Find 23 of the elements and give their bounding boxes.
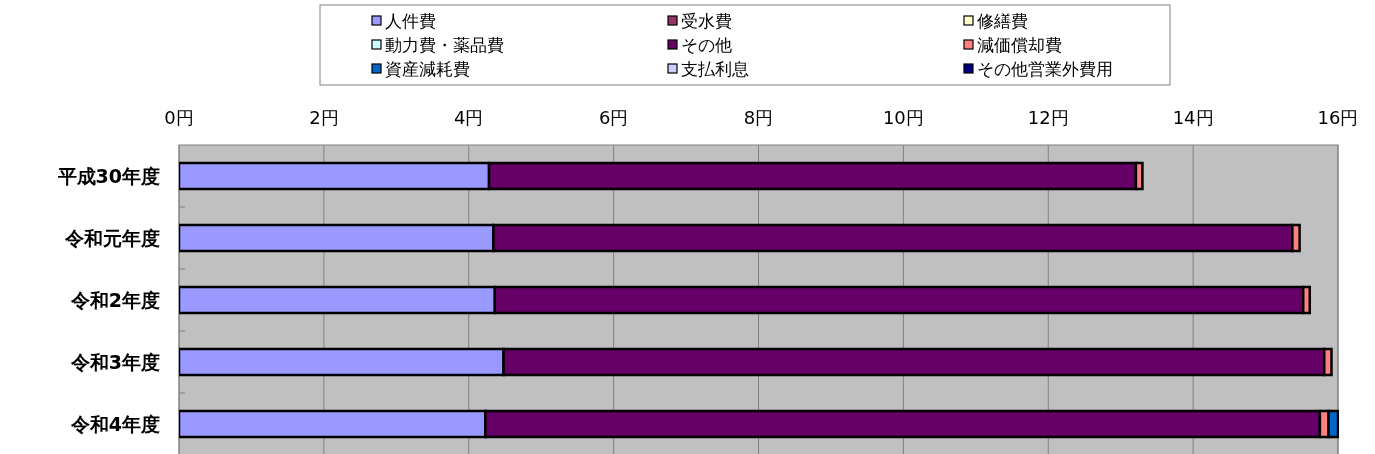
y-tick-label: 令和3年度 [69, 351, 160, 373]
x-tick-label: 2円 [309, 107, 339, 128]
legend-label: その他 [681, 35, 732, 55]
x-tick-label: 8円 [743, 107, 774, 128]
y-tick-label: 令和元年度 [64, 227, 160, 249]
y-tick-label: 平成30年度 [56, 165, 160, 187]
y-tick-label: 令和4年度 [69, 413, 160, 435]
legend-label: 支払利息 [681, 59, 749, 79]
x-tick-label: 14円 [1172, 107, 1214, 128]
x-tick-label: 16円 [1317, 107, 1359, 128]
legend-label: 減価償却費 [977, 35, 1062, 55]
x-tick-label: 12円 [1027, 107, 1069, 128]
x-tick-label: 0円 [164, 107, 194, 128]
legend-label: 資産減耗費 [385, 59, 470, 79]
legend-label: 受水費 [681, 11, 732, 31]
y-tick-label: 令和2年度 [69, 289, 160, 311]
x-tick-label: 6円 [598, 107, 629, 128]
x-tick-label: 4円 [454, 107, 484, 128]
legend-label: 動力費・薬品費 [385, 35, 504, 55]
legend-label: 修繕費 [977, 11, 1028, 31]
x-tick-label: 10円 [882, 107, 924, 128]
legend-label: その他営業外費用 [977, 59, 1113, 79]
legend-label: 人件費 [385, 11, 436, 31]
